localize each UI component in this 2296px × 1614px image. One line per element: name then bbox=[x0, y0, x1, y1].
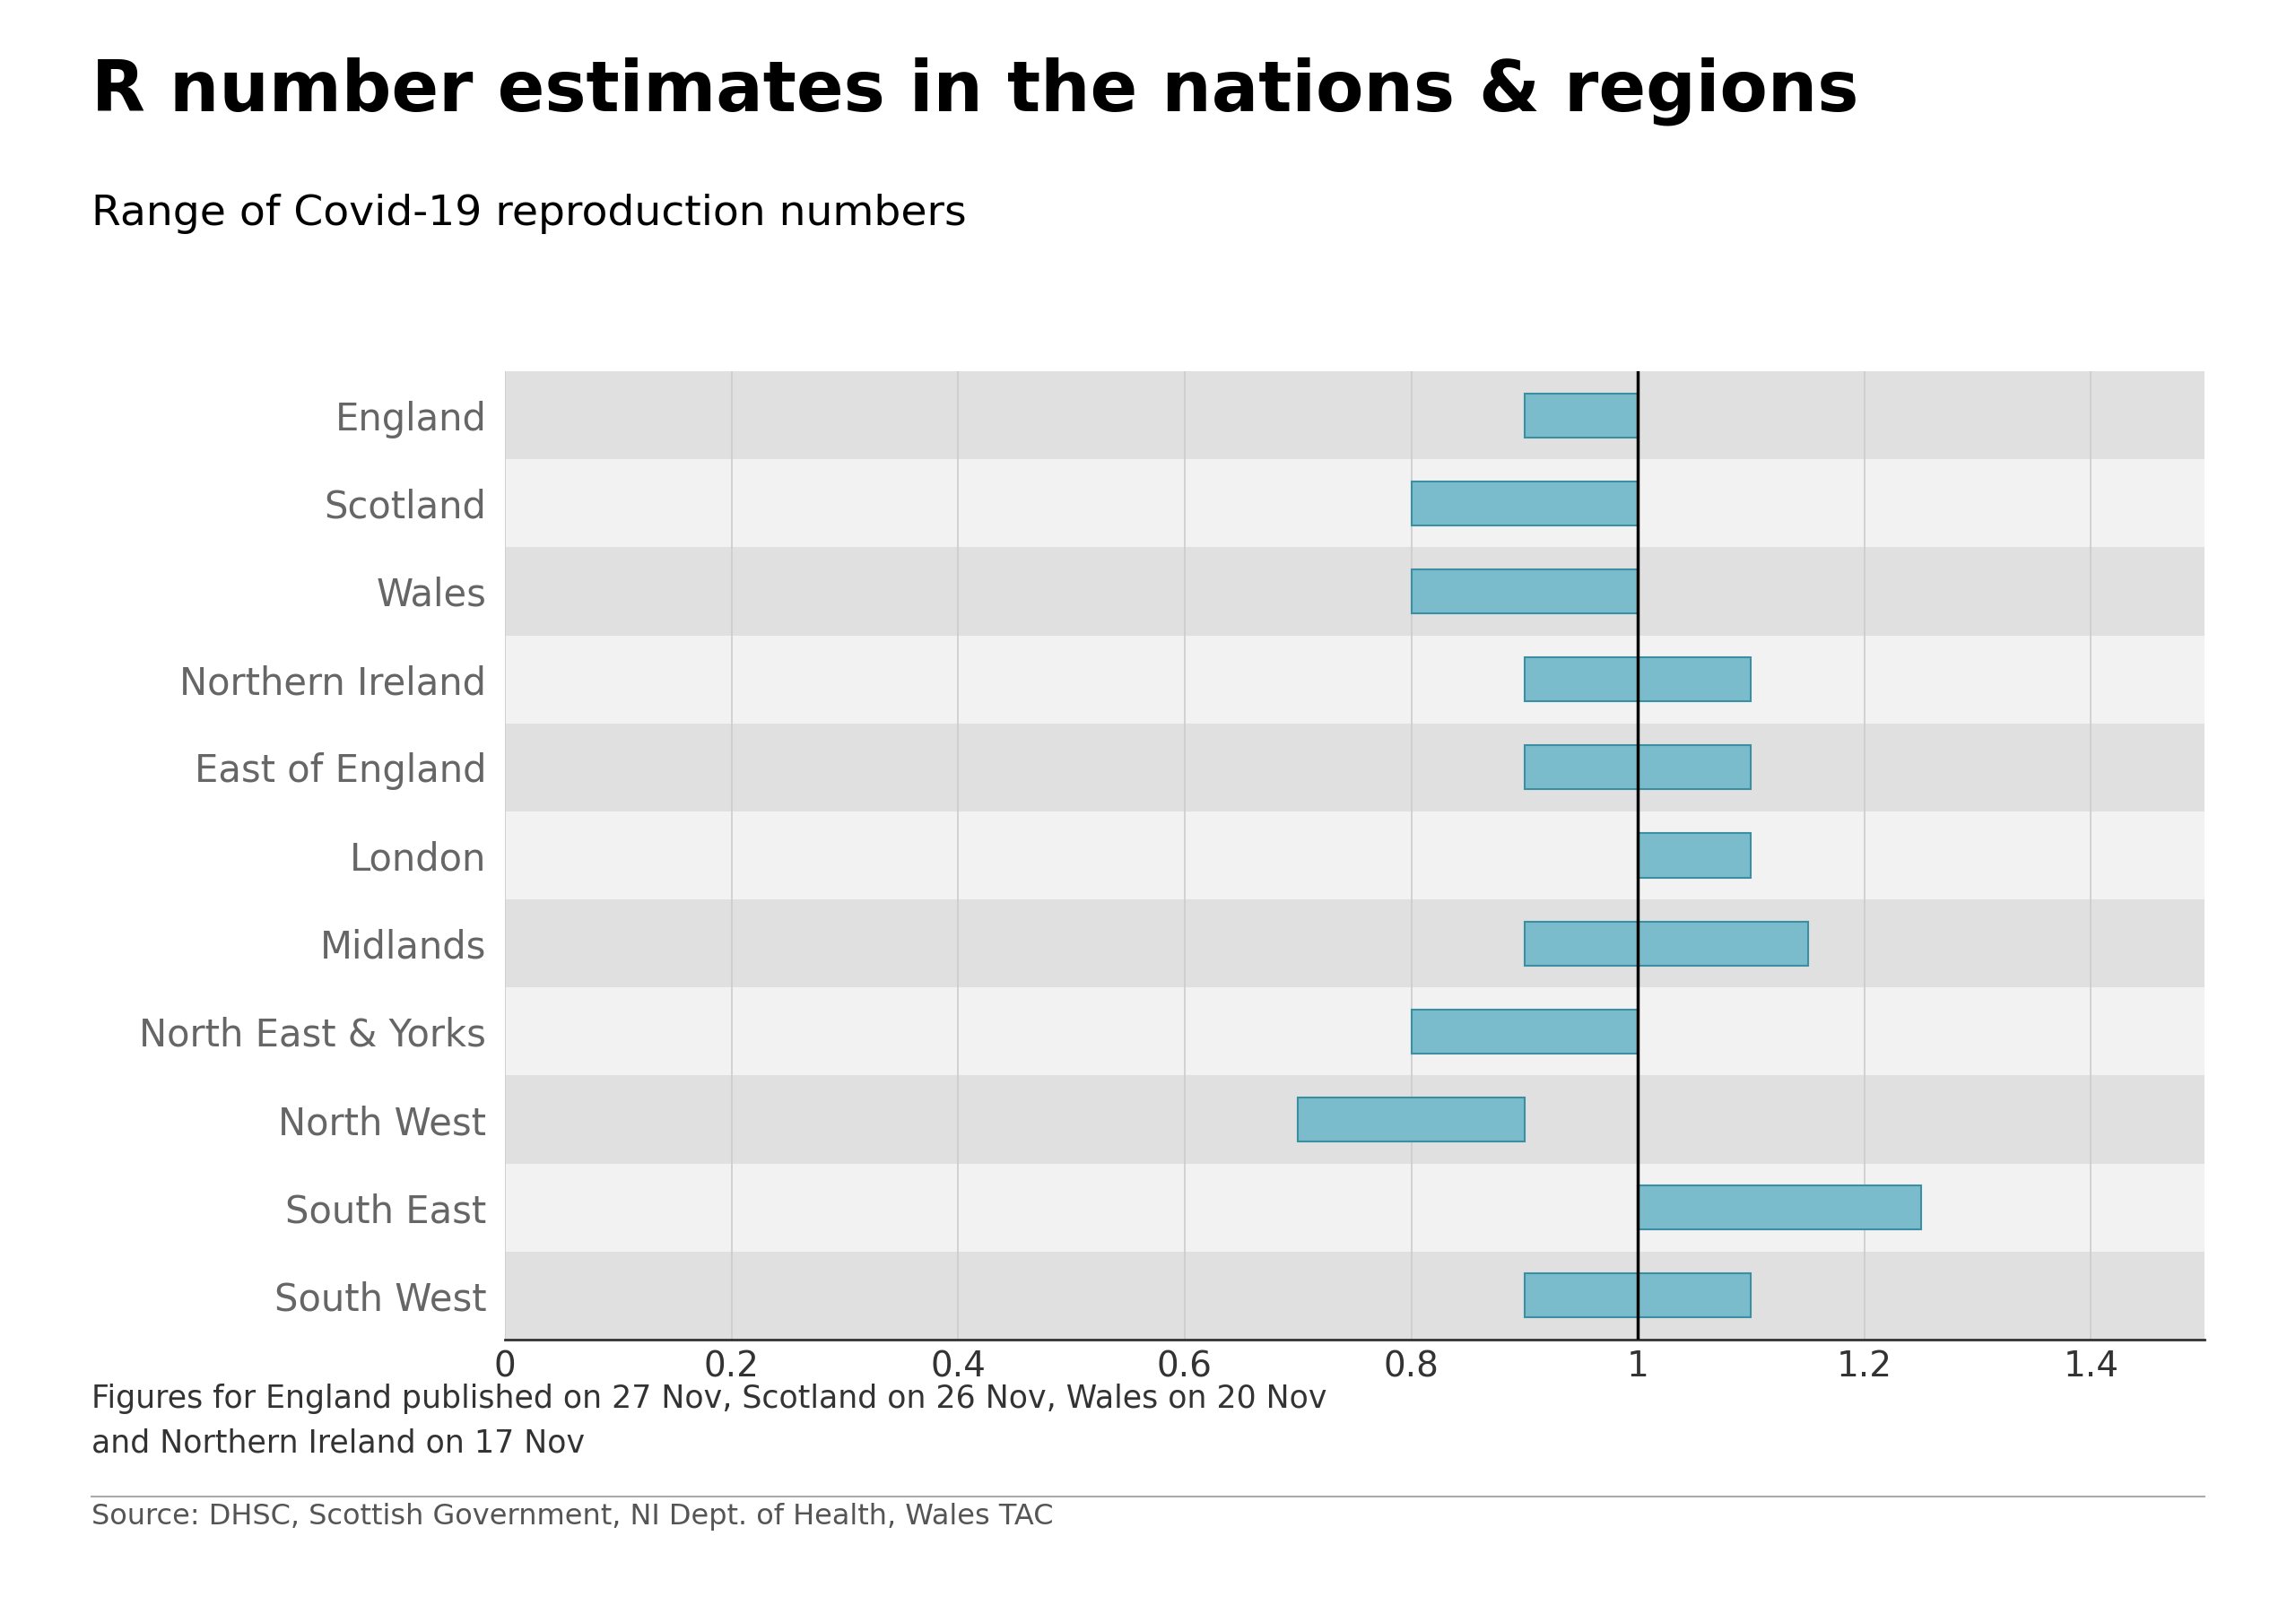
Bar bbox=[1412, 1009, 1637, 1054]
Text: R number estimates in the nations & regions: R number estimates in the nations & regi… bbox=[92, 56, 1860, 126]
Bar bbox=[505, 1251, 2204, 1340]
Bar bbox=[505, 547, 2204, 636]
Text: BBC: BBC bbox=[2060, 1533, 2154, 1572]
Bar bbox=[1525, 922, 1807, 965]
Bar bbox=[1525, 394, 1637, 437]
Bar bbox=[505, 1075, 2204, 1164]
Text: Range of Covid-19 reproduction numbers: Range of Covid-19 reproduction numbers bbox=[92, 194, 967, 234]
Bar bbox=[1525, 657, 1752, 702]
Bar bbox=[1297, 1098, 1525, 1141]
Bar bbox=[505, 460, 2204, 547]
Bar bbox=[505, 371, 2204, 460]
Bar bbox=[1412, 481, 1637, 525]
Bar bbox=[505, 636, 2204, 723]
Text: Figures for England published on 27 Nov, Scotland on 26 Nov, Wales on 20 Nov
and: Figures for England published on 27 Nov,… bbox=[92, 1383, 1327, 1459]
Bar bbox=[505, 899, 2204, 988]
Bar bbox=[505, 723, 2204, 812]
Bar bbox=[1637, 833, 1752, 878]
Bar bbox=[1525, 746, 1752, 789]
Bar bbox=[505, 812, 2204, 899]
Bar bbox=[1637, 1186, 1922, 1230]
Bar bbox=[1525, 1273, 1752, 1317]
Bar bbox=[505, 1164, 2204, 1251]
Text: Source: DHSC, Scottish Government, NI Dept. of Health, Wales TAC: Source: DHSC, Scottish Government, NI De… bbox=[92, 1503, 1054, 1530]
Bar bbox=[1412, 570, 1637, 613]
Bar bbox=[505, 988, 2204, 1075]
